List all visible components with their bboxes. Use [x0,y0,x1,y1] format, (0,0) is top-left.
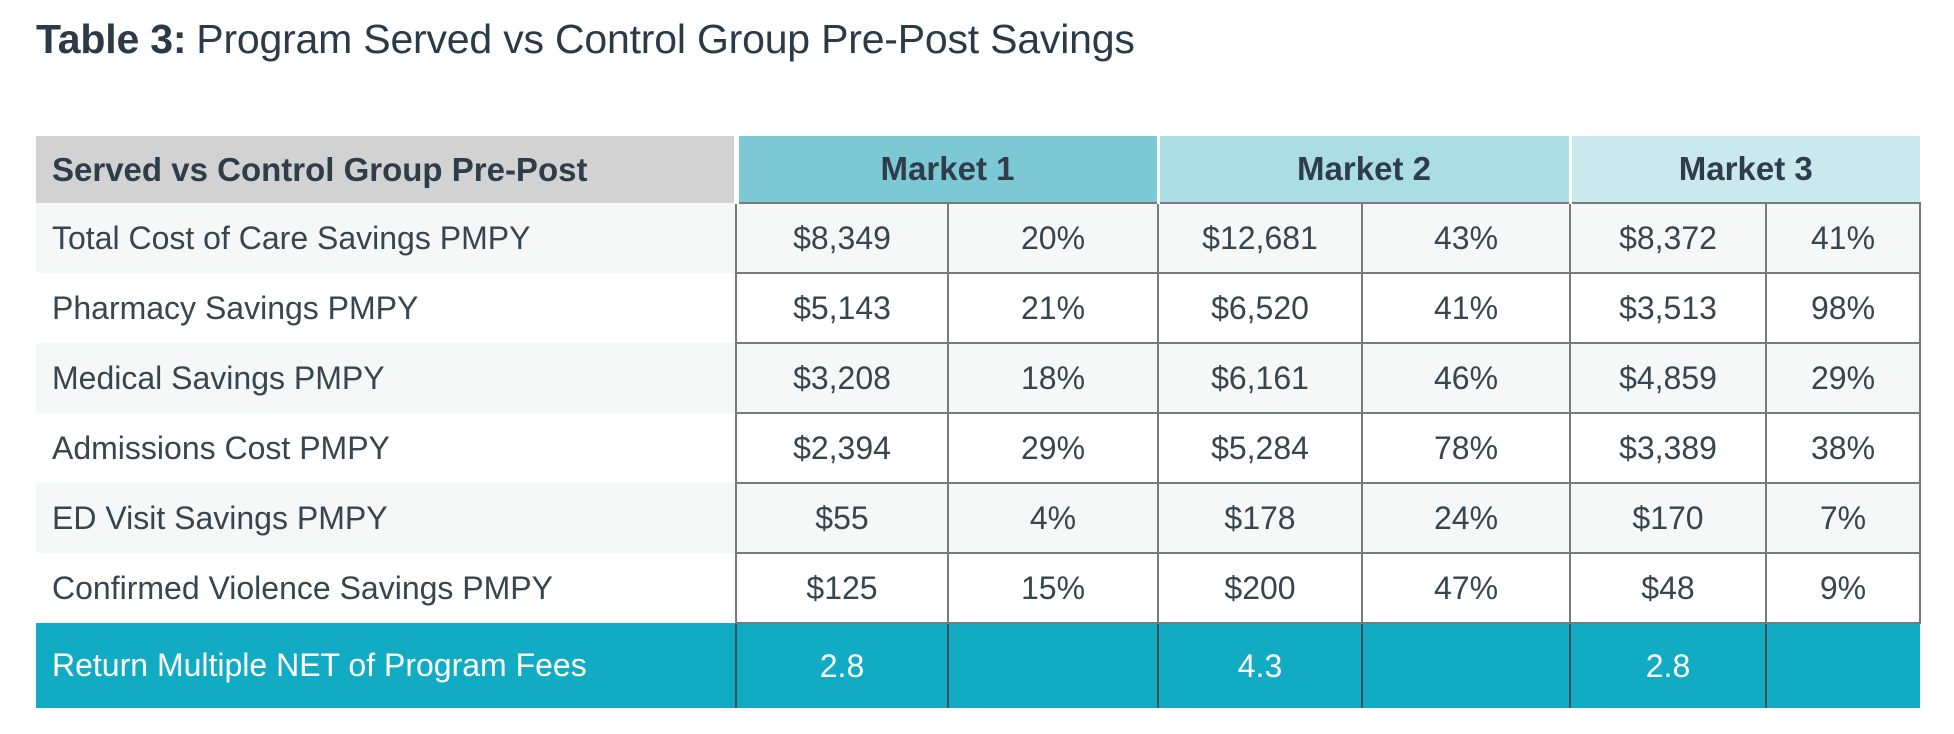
percent-cell: 78% [1361,412,1571,484]
footer-row: Return Multiple NET of Program Fees 2.8 … [36,623,1920,708]
value-cell: $200 [1157,552,1363,624]
footer-percent-cell [1765,623,1920,708]
percent-cell: 24% [1361,482,1571,554]
percent-cell: 18% [947,342,1159,414]
header-row: Served vs Control Group Pre-Post Market … [36,136,1920,203]
table-row: Medical Savings PMPY $3,208 18% $6,161 4… [36,342,1921,414]
value-cell: $8,349 [735,202,949,274]
value-cell: $6,161 [1157,342,1363,414]
footer-percent-cell [1361,623,1570,708]
value-cell: $3,208 [735,342,949,414]
value-cell: $5,143 [735,272,949,344]
header-market-2: Market 2 [1156,136,1570,203]
value-cell: $48 [1569,552,1767,624]
value-cell: $125 [735,552,949,624]
value-cell: $12,681 [1157,202,1363,274]
header-market-3: Market 3 [1568,136,1920,203]
savings-table: Served vs Control Group Pre-Post Market … [36,136,1921,708]
footer-percent-cell [947,623,1158,708]
percent-cell: 29% [1765,342,1921,414]
value-cell: $5,284 [1157,412,1363,484]
table-row: Total Cost of Care Savings PMPY $8,349 2… [36,202,1921,274]
value-cell: $8,372 [1569,202,1767,274]
value-cell: $4,859 [1569,342,1767,414]
footer-value-cell: 2.8 [735,623,948,708]
percent-cell: 20% [947,202,1159,274]
percent-cell: 98% [1765,272,1921,344]
percent-cell: 46% [1361,342,1571,414]
value-cell: $55 [735,482,949,554]
footer-label-cell: Return Multiple NET of Program Fees [52,647,587,683]
row-label-cell: Admissions Cost PMPY [52,429,390,466]
table-title-prefix: Table 3: [36,16,187,62]
percent-cell: 9% [1765,552,1921,624]
table-title: Table 3: Program Served vs Control Group … [36,16,1135,63]
percent-cell: 29% [947,412,1159,484]
percent-cell: 4% [947,482,1159,554]
table-row: Admissions Cost PMPY $2,394 29% $5,284 7… [36,412,1921,484]
value-cell: $6,520 [1157,272,1363,344]
percent-cell: 41% [1765,202,1921,274]
row-label-cell: Pharmacy Savings PMPY [52,289,419,326]
value-cell: $170 [1569,482,1767,554]
footer-value-cell: 4.3 [1157,623,1362,708]
percent-cell: 21% [947,272,1159,344]
table-row: Confirmed Violence Savings PMPY $125 15%… [36,552,1921,624]
percent-cell: 15% [947,552,1159,624]
row-label-cell: Total Cost of Care Savings PMPY [52,219,531,256]
percent-cell: 7% [1765,482,1921,554]
table-row: Pharmacy Savings PMPY $5,143 21% $6,520 … [36,272,1921,344]
value-cell: $3,389 [1569,412,1767,484]
percent-cell: 43% [1361,202,1571,274]
header-market-1: Market 1 [736,136,1158,203]
table-row: ED Visit Savings PMPY $55 4% $178 24% $1… [36,482,1921,554]
row-label-cell: ED Visit Savings PMPY [52,499,388,536]
row-label-cell: Medical Savings PMPY [52,359,385,396]
row-label-cell: Confirmed Violence Savings PMPY [52,569,553,606]
percent-cell: 41% [1361,272,1571,344]
percent-cell: 38% [1765,412,1921,484]
value-cell: $2,394 [735,412,949,484]
table-title-text: Program Served vs Control Group Pre-Post… [196,16,1135,62]
percent-cell: 47% [1361,552,1571,624]
footer-value-cell: 2.8 [1569,623,1766,708]
header-label-cell: Served vs Control Group Pre-Post [36,136,739,203]
value-cell: $178 [1157,482,1363,554]
value-cell: $3,513 [1569,272,1767,344]
